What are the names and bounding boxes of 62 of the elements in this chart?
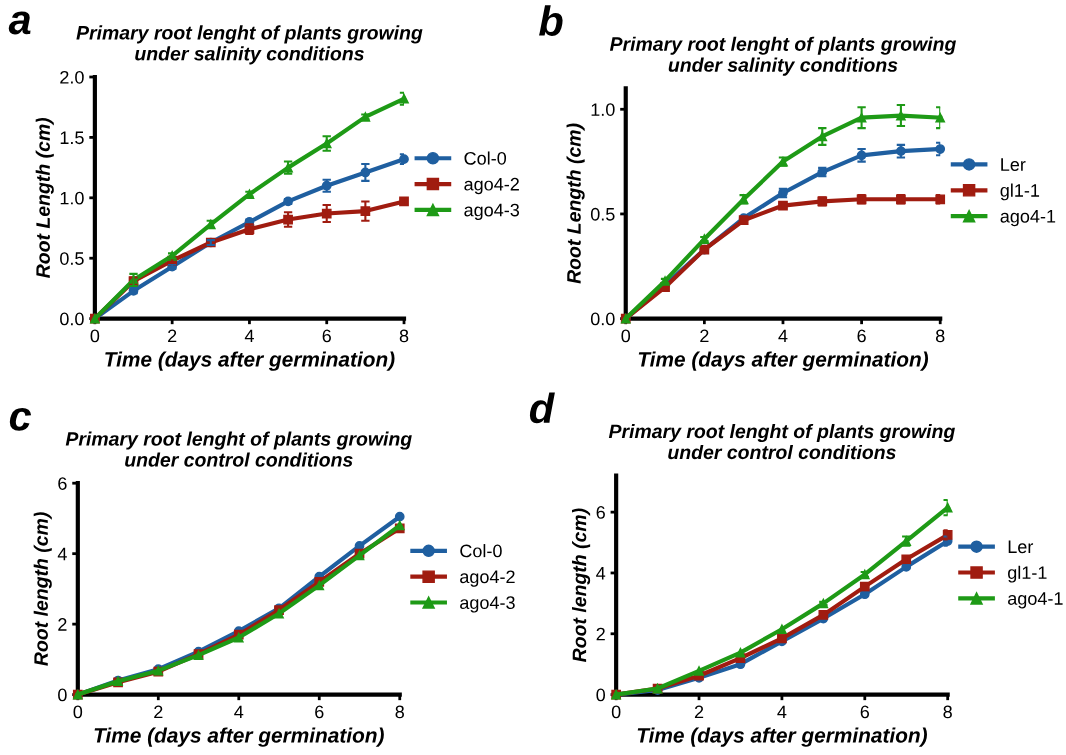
legend-label: ago4-1 [1000, 210, 1056, 227]
y-tick-label: 0.5 [60, 252, 84, 265]
text: d [529, 392, 555, 424]
legend-label: ago4-2 [464, 177, 519, 195]
x-tick-label: 2 [694, 705, 704, 719]
y-tick-label: 0 [596, 688, 606, 702]
x-tick-label: 2 [700, 329, 709, 343]
legend-label: Ler [1008, 540, 1034, 554]
y-tick-label: 1.0 [60, 191, 84, 205]
legend-label: ago4-1 [1008, 592, 1063, 609]
chart-title: Primary root lenght of plants growing under salinity conditions [76, 25, 423, 65]
x-tick-label: 8 [935, 329, 945, 343]
legend-label: gl1-1 [1000, 183, 1040, 201]
x-tick-label: 8 [399, 329, 409, 343]
legend-label: ago4-3 [460, 596, 515, 613]
legend-label: ago4-2 [460, 570, 515, 587]
x-tick-label: 2 [154, 705, 163, 719]
x-tick-label: 6 [322, 329, 331, 343]
x-tick-label: 6 [860, 705, 870, 719]
chart-title: Primary root lenght of plants growing under salinity conditions [609, 36, 957, 76]
y-tick-label: 0.0 [60, 312, 84, 326]
x-axis-title: Time (days after germination) [638, 351, 929, 371]
x-tick-label: 4 [778, 329, 788, 343]
text: a [8, 11, 31, 35]
y-axis-title: Root Length (cm) [566, 123, 585, 284]
y-tick-label: 4 [57, 547, 67, 561]
y-tick-label: 0.0 [590, 312, 615, 326]
legend-label: gl1-1 [1008, 565, 1047, 583]
x-tick-label: 0 [90, 329, 100, 343]
y-axis-title: Root length (cm) [572, 508, 591, 662]
x-axis-title: Time (days after germination) [637, 727, 927, 747]
y-tick-label: 1.5 [60, 131, 84, 145]
y-tick-label: 0.5 [590, 207, 615, 221]
y-axis-title: Root Length (cm) [35, 117, 54, 278]
x-axis-title: Time (days after germination) [105, 351, 395, 371]
text: b [539, 5, 563, 36]
x-tick-label: 4 [244, 329, 254, 343]
legend-label: ago4-3 [464, 203, 520, 220]
legend-label: Col-0 [464, 151, 507, 165]
x-tick-label: 4 [777, 705, 787, 719]
y-axis-title: Root length (cm) [33, 512, 52, 666]
y-tick-label: 6 [58, 477, 67, 490]
y-tick-label: 2 [58, 618, 67, 631]
y-tick-label: 6 [596, 506, 605, 519]
x-tick-label: 8 [943, 705, 952, 719]
x-tick-label: 6 [315, 705, 324, 719]
y-tick-label: 1.0 [591, 103, 615, 116]
chart-title: Primary root lenght of plants growing under control conditions [65, 431, 412, 467]
x-tick-label: 4 [234, 705, 244, 719]
legend-label: Col-0 [460, 544, 502, 558]
y-tick-label: 2 [596, 627, 605, 641]
x-tick-label: 8 [395, 705, 404, 719]
legend-label: Ler [1001, 158, 1026, 171]
text: c [9, 407, 32, 431]
y-tick-label: 2.0 [60, 70, 84, 84]
x-tick-label: 6 [857, 329, 866, 343]
x-tick-label: 0 [621, 329, 631, 343]
chart-title: Primary root lenght of plants growing under control conditions [608, 423, 955, 460]
x-tick-label: 2 [168, 329, 177, 343]
y-tick-label: 0 [58, 688, 67, 702]
x-axis-title: Time (days after germination) [94, 727, 384, 747]
y-tick-label: 4 [596, 567, 606, 580]
